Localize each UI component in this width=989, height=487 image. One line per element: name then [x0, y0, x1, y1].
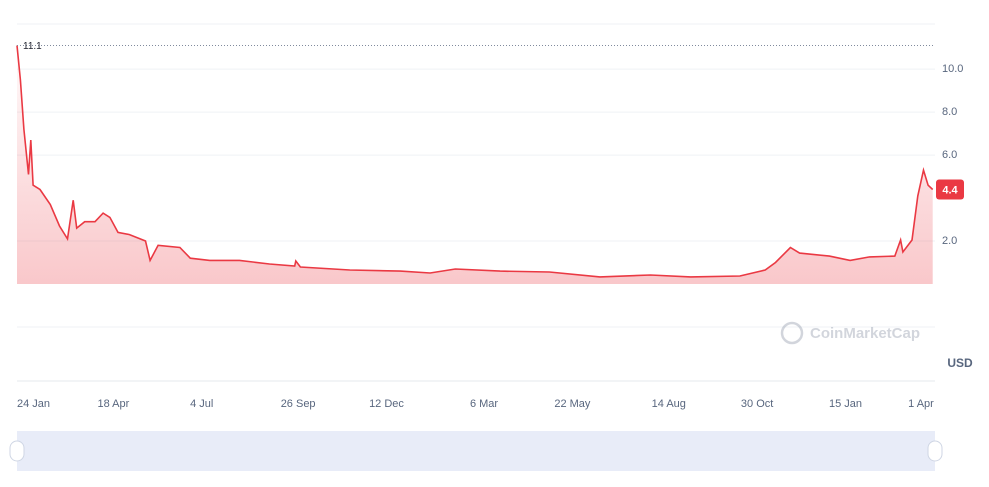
- watermark-logo: [780, 321, 804, 345]
- max-label: 11.1: [23, 41, 42, 52]
- y-tick-label: 8.0: [942, 106, 957, 118]
- x-tick-label: 12 Dec: [369, 398, 404, 410]
- x-tick-label: 1 Apr: [908, 398, 934, 410]
- navigator[interactable]: [17, 431, 935, 471]
- x-tick-label: 4 Jul: [190, 398, 213, 410]
- price-line: [16, 45, 934, 278]
- current-badge: [936, 179, 964, 200]
- x-tick-label: 18 Apr: [97, 398, 129, 410]
- area-fill: [17, 45, 933, 284]
- watermark-text: CoinMarketCap: [810, 325, 920, 342]
- currency-label: USD: [947, 356, 973, 370]
- x-tick-label: 22 May: [554, 398, 591, 410]
- x-tick-label: 6 Mar: [470, 398, 498, 410]
- y-tick-label: 6.0: [942, 149, 957, 161]
- x-tick-label: 15 Jan: [829, 398, 862, 410]
- y-tick-label: 10.0: [942, 63, 963, 75]
- x-tick-label: 30 Oct: [741, 398, 773, 410]
- navigator-handle[interactable]: [9, 440, 25, 462]
- navigator-handle[interactable]: [927, 440, 943, 462]
- watermark: CoinMarketCap: [780, 321, 920, 345]
- x-tick-label: 26 Sep: [281, 398, 316, 410]
- y-tick-label: 2.0: [942, 235, 957, 247]
- x-tick-label: 24 Jan: [17, 398, 50, 410]
- x-tick-label: 14 Aug: [652, 398, 686, 410]
- current-label: 4.4: [942, 184, 958, 196]
